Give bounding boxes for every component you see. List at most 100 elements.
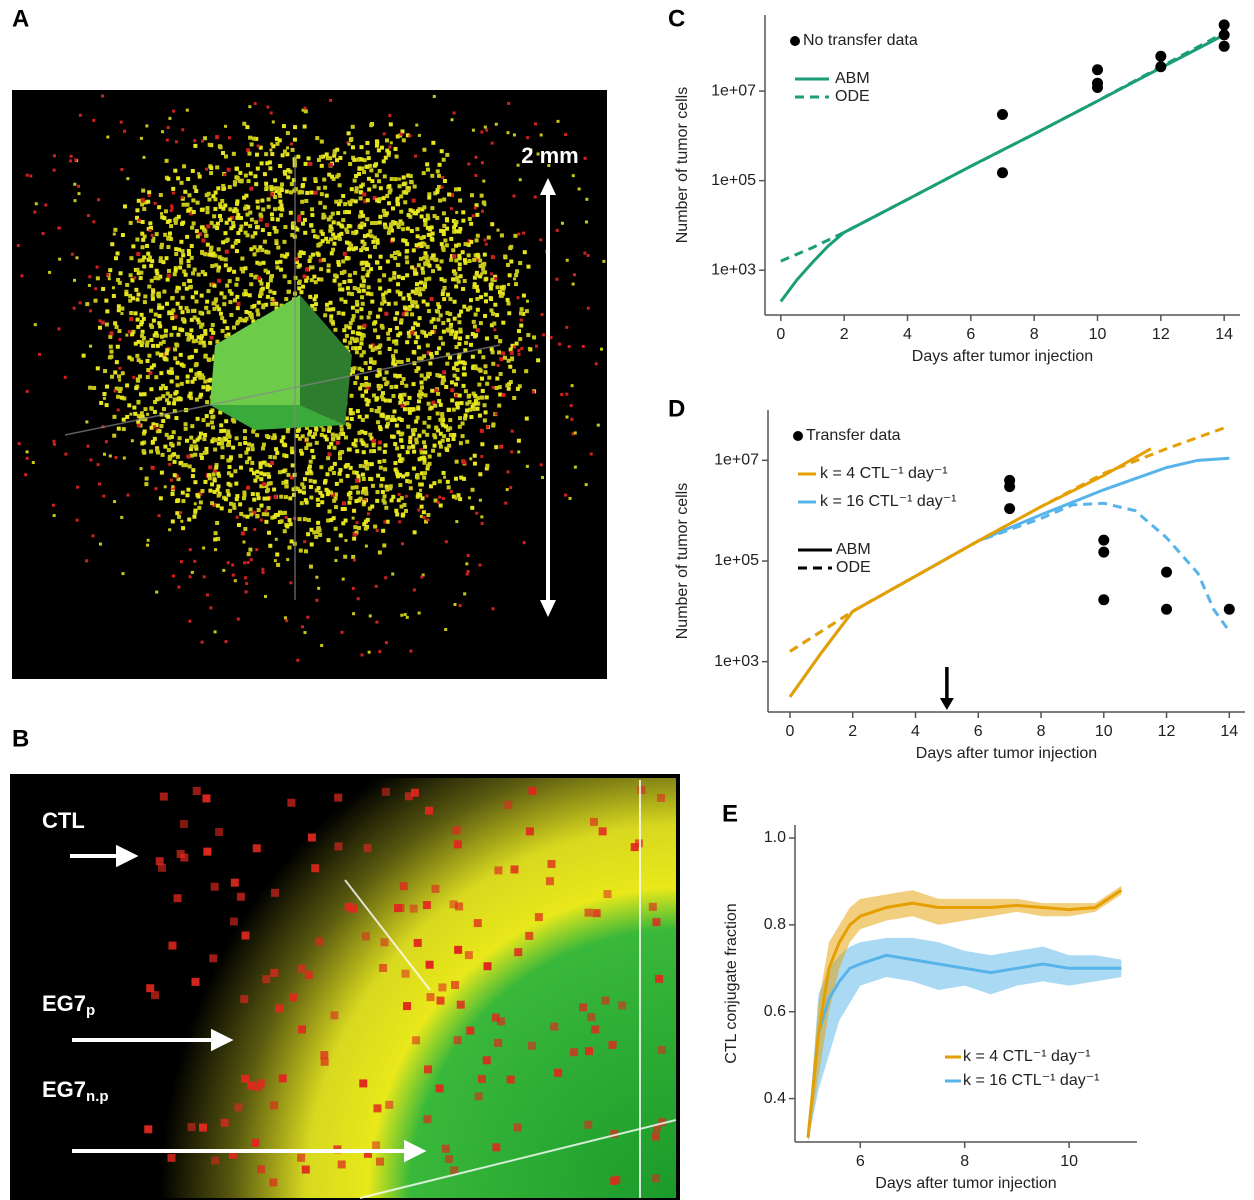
tumor-cell — [268, 166, 272, 170]
ctl-cell — [400, 614, 403, 617]
tumor-cell — [379, 414, 383, 418]
tumor-cell — [404, 509, 408, 513]
tumor-cell — [331, 307, 335, 311]
tumor-cell — [411, 290, 415, 294]
tumor-cell — [198, 175, 202, 179]
tumor-cell — [370, 408, 374, 412]
tumor-cell — [497, 350, 501, 354]
ctl-cell — [585, 220, 588, 223]
tumor-cell — [514, 282, 518, 286]
tumor-cell — [362, 170, 366, 174]
ctl-cell — [370, 124, 373, 127]
tumor-cell — [243, 266, 247, 270]
tumor-cell — [315, 136, 319, 140]
tumor-cell — [483, 403, 487, 407]
ctl-cell — [101, 95, 104, 98]
tumor-cell — [236, 320, 240, 324]
ctl-cell — [572, 174, 575, 177]
tumor-cell — [244, 231, 248, 235]
tumor-cell — [496, 285, 500, 289]
tumor-cell — [397, 275, 401, 279]
ctl-cell — [427, 993, 435, 1001]
tumor-cell — [525, 417, 529, 421]
tumor-cell — [286, 175, 290, 179]
tumor-cell — [279, 268, 283, 272]
tumor-cell — [194, 299, 198, 303]
tumor-cell — [384, 225, 388, 229]
tumor-cell — [382, 377, 386, 381]
tumor-cell — [239, 224, 243, 228]
tumor-cell — [338, 237, 342, 241]
tumor-cell — [225, 284, 229, 288]
tumor-cell — [345, 210, 349, 214]
ctl-cell — [231, 879, 239, 887]
tumor-cell — [437, 185, 441, 189]
ctl-cell — [317, 587, 320, 590]
tumor-cell — [213, 448, 217, 452]
tumor-cell — [217, 494, 221, 498]
tumor-cell — [274, 302, 278, 306]
tumor-cell — [455, 460, 459, 464]
tumor-cell — [336, 260, 340, 264]
tumor-cell — [378, 373, 382, 377]
ctl-cell — [423, 901, 431, 909]
tumor-cell — [169, 333, 173, 337]
tumor-cell — [156, 344, 160, 348]
tumor-cell — [282, 240, 286, 244]
ctl-cell — [534, 195, 537, 198]
tumor-cell — [210, 482, 214, 486]
ctl-cell — [442, 1145, 450, 1153]
tumor-cell — [299, 250, 303, 254]
tumor-cell — [494, 445, 498, 449]
tumor-cell — [309, 528, 313, 532]
tumor-cell — [261, 287, 265, 291]
tumor-cell — [413, 185, 417, 189]
tumor-cell — [434, 426, 438, 430]
tumor-cell — [442, 297, 446, 301]
tumor-cell — [396, 263, 400, 267]
tumor-cell — [447, 408, 451, 412]
tumor-cell — [481, 355, 485, 359]
tumor-cell — [328, 509, 332, 513]
tumor-cell — [355, 479, 359, 483]
tumor-cell — [185, 493, 189, 497]
legend-label: No transfer data — [803, 32, 918, 49]
ctl-cell — [373, 1104, 381, 1112]
tumor-cell — [117, 308, 121, 312]
tumor-cell — [255, 433, 259, 437]
tumor-cell — [139, 276, 143, 280]
tumor-cell — [102, 392, 106, 396]
tumor-cell — [396, 197, 400, 201]
tumor-cell — [352, 158, 356, 162]
tumor-cell — [453, 272, 457, 276]
ctl-cell — [286, 146, 289, 149]
tumor-cell — [374, 398, 378, 402]
tumor-cell — [224, 257, 228, 261]
tumor-cell — [251, 492, 255, 496]
tumor-cell — [224, 419, 228, 423]
tumor-cell — [196, 234, 200, 238]
ctl-cell — [418, 134, 421, 137]
tumor-cell — [379, 484, 383, 488]
tumor-cell — [495, 377, 499, 381]
tumor-cell — [454, 334, 458, 338]
tumor-cell — [182, 203, 186, 207]
ctl-cell — [181, 196, 184, 199]
ctl-cell — [223, 173, 226, 176]
ctl-cell — [113, 500, 116, 503]
tumor-cell — [352, 442, 356, 446]
tumor-cell — [322, 258, 326, 262]
ctl-cell — [475, 1092, 483, 1100]
tumor-cell — [167, 274, 171, 278]
tumor-cell — [179, 353, 183, 357]
tumor-cell — [456, 493, 460, 497]
tumor-cell — [384, 443, 388, 447]
tumor-cell — [410, 331, 414, 335]
tumor-cell — [412, 351, 416, 355]
panel-label: D — [668, 395, 685, 422]
tumor-cell — [317, 186, 321, 190]
tumor-cell — [355, 350, 359, 354]
tumor-cell — [473, 334, 477, 338]
ctl-cell — [290, 143, 293, 146]
ctl-cell — [382, 788, 390, 796]
